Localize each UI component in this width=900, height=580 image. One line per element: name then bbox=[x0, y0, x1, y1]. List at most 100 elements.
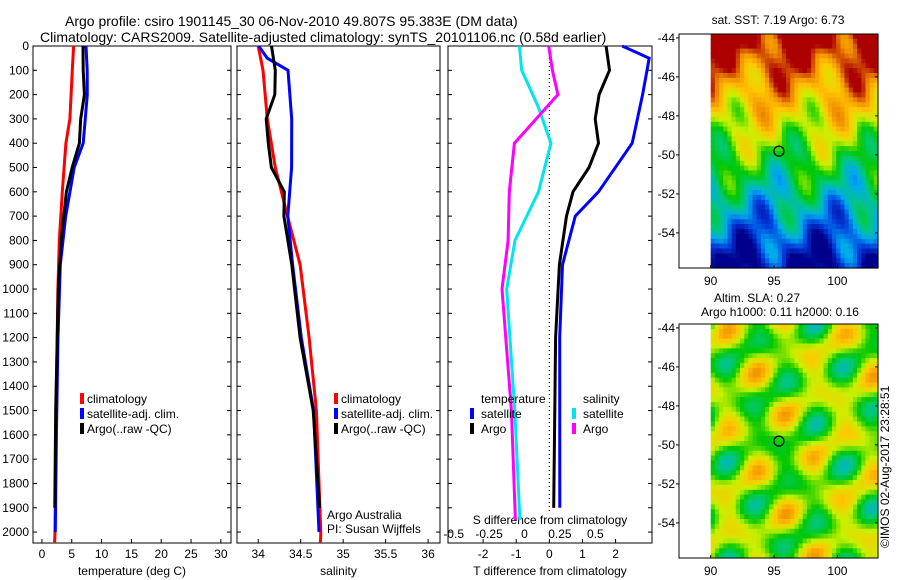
map-cell bbox=[756, 475, 762, 481]
map-cell bbox=[869, 73, 875, 79]
map-cell bbox=[769, 397, 774, 403]
map-cell bbox=[735, 224, 741, 230]
map-cell bbox=[848, 253, 854, 259]
map-cell bbox=[865, 499, 871, 505]
map-cell bbox=[848, 484, 854, 491]
map-cell bbox=[794, 372, 800, 379]
map-cell bbox=[865, 136, 871, 142]
map-cell bbox=[844, 499, 850, 505]
map-cell bbox=[848, 219, 854, 225]
map-cell bbox=[861, 392, 867, 398]
map-cell bbox=[811, 63, 816, 69]
map-cell bbox=[827, 112, 833, 118]
map-cell bbox=[714, 338, 720, 345]
map-cell bbox=[823, 445, 829, 452]
map-cell bbox=[848, 411, 854, 418]
map-cell bbox=[723, 53, 728, 59]
map-cell bbox=[857, 397, 862, 403]
map-cell bbox=[760, 116, 766, 123]
map-cell bbox=[852, 180, 858, 186]
map-cell bbox=[857, 421, 862, 427]
map-cell bbox=[848, 194, 854, 201]
map-cell bbox=[714, 392, 720, 398]
map-cell bbox=[798, 372, 804, 379]
map-cell bbox=[769, 465, 774, 471]
map-cell bbox=[752, 372, 758, 379]
map-cell bbox=[773, 82, 779, 89]
map-cell bbox=[714, 48, 720, 55]
map-cell bbox=[836, 263, 841, 269]
map-cell bbox=[777, 450, 783, 457]
map-cell bbox=[836, 34, 841, 40]
map-cell bbox=[740, 489, 745, 496]
map-cell bbox=[773, 499, 779, 505]
map-cell bbox=[873, 548, 879, 554]
map-cell bbox=[777, 353, 783, 359]
map-cell bbox=[798, 131, 804, 137]
map-cell bbox=[790, 155, 795, 162]
map-cell bbox=[790, 367, 795, 374]
map-cell bbox=[777, 421, 783, 427]
map-cell bbox=[811, 387, 816, 393]
map-cell bbox=[844, 397, 850, 403]
map-cell bbox=[865, 155, 871, 162]
map-cell bbox=[719, 77, 724, 84]
map-cell bbox=[731, 48, 737, 55]
map-cell bbox=[848, 421, 854, 427]
map-cell bbox=[719, 126, 724, 133]
map-cell bbox=[735, 450, 741, 457]
map-cell bbox=[857, 363, 862, 369]
map-cell bbox=[765, 131, 770, 137]
map-cell bbox=[727, 426, 733, 432]
map-cell bbox=[802, 523, 808, 530]
map-cell bbox=[840, 494, 846, 501]
map-cell bbox=[723, 151, 728, 157]
map-cell bbox=[861, 387, 867, 393]
map-cell bbox=[760, 416, 766, 423]
map-cell bbox=[819, 160, 825, 167]
map-cell bbox=[873, 519, 879, 525]
map-cell bbox=[844, 258, 850, 264]
map-cell bbox=[836, 528, 841, 535]
map-cell bbox=[857, 131, 862, 137]
map-cell bbox=[827, 382, 833, 388]
map-cell bbox=[869, 58, 875, 64]
map-cell bbox=[710, 219, 716, 225]
map-cell bbox=[748, 136, 754, 142]
map-cell bbox=[819, 97, 825, 103]
map-cell bbox=[719, 494, 724, 501]
map-cell bbox=[852, 392, 858, 398]
map-cell bbox=[802, 509, 808, 515]
map-cell bbox=[790, 519, 795, 525]
map-cell bbox=[769, 102, 774, 108]
map-cell bbox=[777, 363, 783, 369]
map-lat-label: -48 bbox=[658, 109, 676, 123]
map-cell bbox=[802, 416, 808, 423]
map-cell bbox=[710, 377, 716, 384]
map-cell bbox=[744, 465, 749, 471]
map-cell bbox=[723, 533, 728, 540]
map-cell bbox=[786, 445, 791, 452]
map-cell bbox=[719, 528, 724, 535]
map-cell bbox=[790, 34, 795, 40]
map-cell bbox=[832, 411, 837, 418]
map-cell bbox=[794, 436, 800, 442]
map-cell bbox=[802, 333, 808, 340]
series-line-t-argo bbox=[552, 45, 612, 508]
map-cell bbox=[710, 441, 716, 447]
map-cell bbox=[840, 102, 846, 108]
map-cell bbox=[781, 233, 787, 240]
map-cell bbox=[794, 426, 800, 432]
map-cell bbox=[815, 160, 821, 167]
map-cell bbox=[815, 406, 821, 413]
map-cell bbox=[790, 194, 795, 201]
map-cell bbox=[760, 421, 766, 427]
map-cell bbox=[873, 353, 879, 359]
map-cell bbox=[857, 165, 862, 172]
map-cell bbox=[727, 553, 733, 559]
map-cell bbox=[748, 229, 754, 235]
map-cell bbox=[710, 258, 716, 264]
map-cell bbox=[781, 82, 787, 89]
map-cell bbox=[727, 397, 733, 403]
map-cell bbox=[714, 194, 720, 201]
